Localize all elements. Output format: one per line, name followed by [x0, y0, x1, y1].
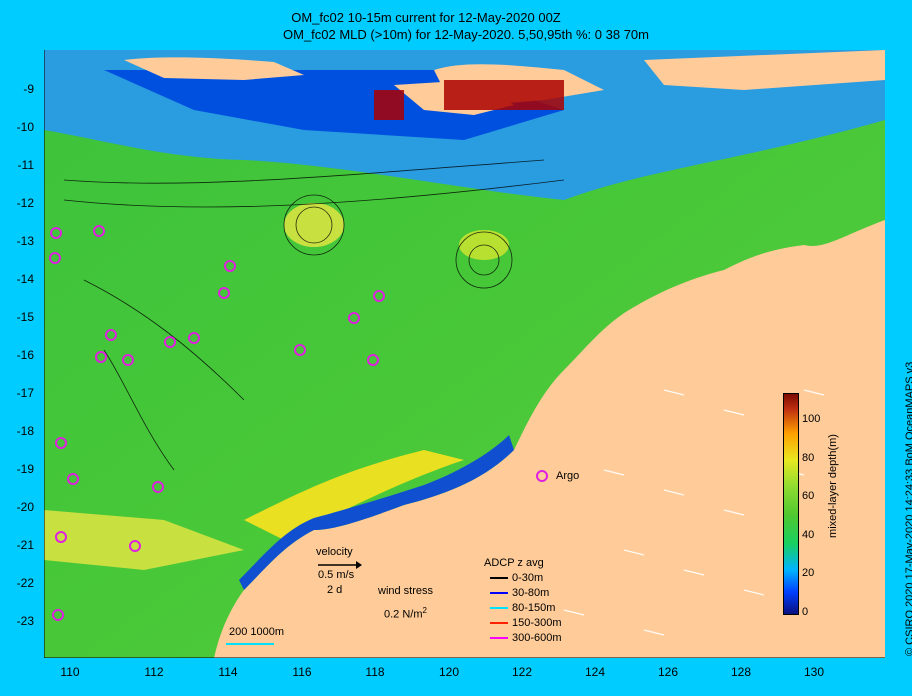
velocity-title: velocity	[316, 546, 353, 558]
x-tick: 128	[730, 665, 752, 679]
adcp-legend-row: 150-300m	[490, 617, 562, 629]
y-tick: -9	[23, 82, 34, 96]
y-tick: -11	[17, 158, 34, 172]
wind-stress-title: wind stress	[378, 585, 434, 597]
x-tick: 122	[511, 665, 533, 679]
y-tick: -10	[16, 120, 34, 134]
argo-markers	[49, 225, 548, 621]
wind-stress-value: 0.2 N/m2	[384, 606, 427, 621]
velocity-days: 2 d	[327, 584, 343, 596]
adcp-arrow-icon	[490, 577, 508, 580]
colorbar-tick: 40	[802, 529, 815, 541]
adcp-legend-row: 300-600m	[490, 632, 562, 644]
y-tick: -21	[16, 538, 34, 552]
yellow-band	[244, 450, 464, 540]
x-tick: 110	[60, 665, 80, 679]
x-tick: 118	[365, 665, 385, 679]
colorbar-tick: 100	[802, 413, 821, 425]
adcp-legend-row: 30-80m	[490, 587, 549, 599]
y-tick: -18	[16, 424, 34, 438]
y-tick: -15	[16, 310, 34, 324]
x-tick: 126	[657, 665, 679, 679]
adcp-arrow-icon	[490, 637, 508, 640]
y-tick: -19	[16, 462, 34, 476]
colorbar	[783, 393, 799, 615]
x-tick: 112	[144, 665, 164, 679]
x-tick: 130	[803, 665, 825, 679]
adcp-arrow-icon	[490, 592, 508, 595]
colorbar-tick: 0	[802, 606, 809, 618]
credit-text: © CSIRO 2020 17-May-2020 14:24:33 BoM Oc…	[904, 361, 912, 656]
chart-title-line-2: OM_fc02 MLD (>10m) for 12-May-2020. 5,50…	[283, 27, 649, 42]
adcp-legend-row: 0-30m	[490, 572, 543, 584]
velocity-speed: 0.5 m/s	[318, 569, 355, 581]
australia-landmass	[214, 220, 885, 658]
y-tick: -12	[16, 196, 34, 210]
y-tick: -14	[16, 272, 34, 286]
x-tick: 116	[292, 665, 312, 679]
x-tick: 120	[438, 665, 460, 679]
adcp-legend-label: 300-600m	[512, 632, 562, 644]
colorbar-tick: 60	[802, 490, 815, 502]
y-tick: -23	[16, 614, 34, 628]
adcp-arrow-icon	[490, 607, 508, 610]
adcp-legend-label: 80-150m	[512, 602, 556, 614]
bathymetry-scale-label: 200 1000m	[229, 626, 285, 638]
colorbar-tick: 20	[802, 567, 815, 579]
adcp-legend-label: 30-80m	[512, 587, 550, 599]
chart-title-line-1: OM_fc02 10-15m current for 12-May-2020 0…	[291, 10, 561, 25]
y-tick: -20	[16, 500, 34, 514]
argo-label: Argo	[556, 470, 580, 482]
adcp-title: ADCP z avg	[484, 557, 544, 569]
x-tick: 124	[584, 665, 606, 679]
adcp-legend-row: 80-150m	[490, 602, 555, 614]
colorbar-tick: 80	[802, 452, 815, 464]
x-tick: 114	[218, 665, 238, 679]
y-tick: -13	[16, 234, 34, 248]
ocean-map	[44, 50, 885, 658]
adcp-legend-label: 150-300m	[512, 617, 562, 629]
adcp-arrow-icon	[490, 622, 508, 625]
y-tick: -16	[16, 348, 34, 362]
adcp-legend-label: 0-30m	[512, 572, 544, 584]
y-tick: -17	[16, 386, 34, 400]
y-tick: -22	[16, 576, 34, 590]
colorbar-label: mixed-layer depth(m)	[827, 434, 839, 538]
velocity-arrow-icon	[318, 561, 362, 569]
